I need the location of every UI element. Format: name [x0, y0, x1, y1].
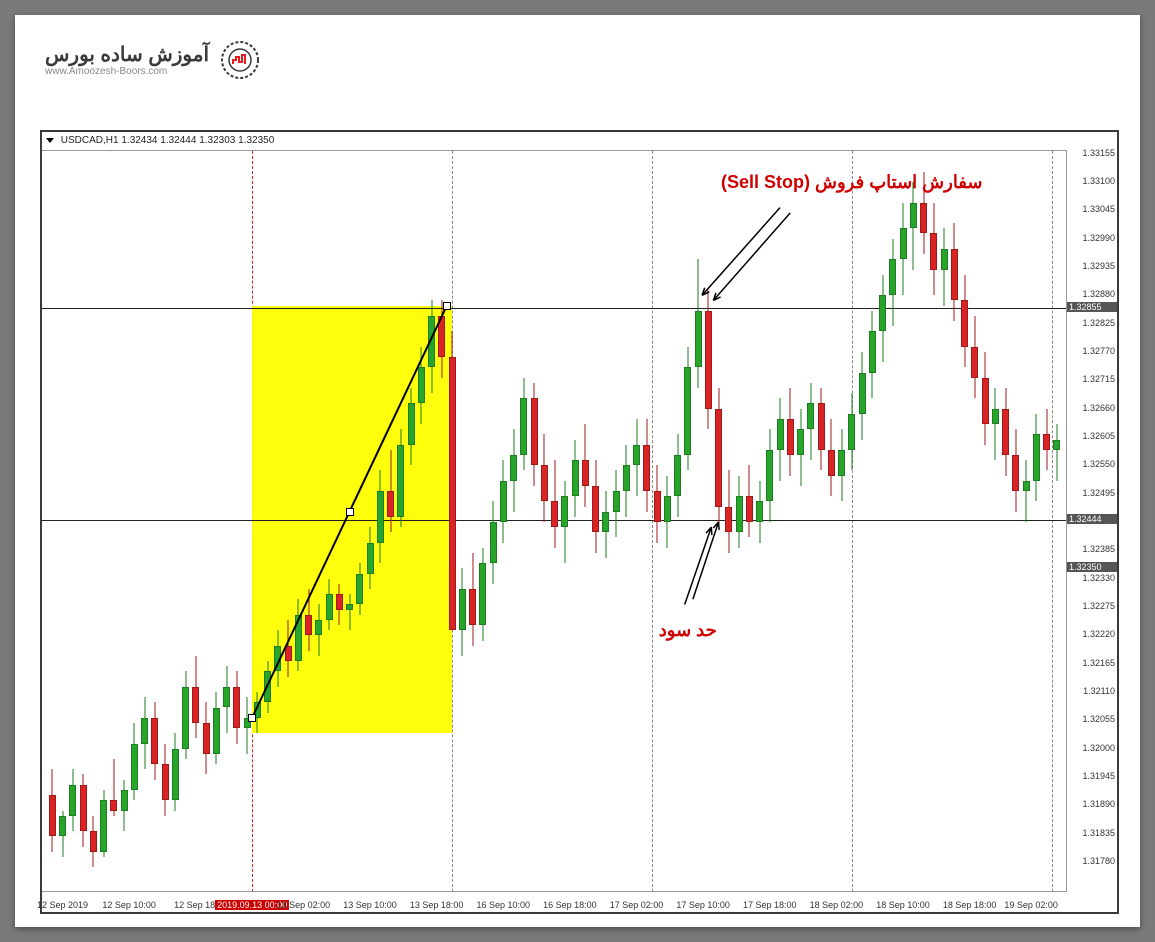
x-tick: 19 Sep 02:00 [1004, 900, 1058, 910]
y-tick: 1.32880 [1082, 289, 1115, 299]
annotation-arrow [42, 151, 1067, 893]
logo: آموزش ساده بورس www.Amoozesh-Boors.com [45, 37, 263, 83]
x-tick: 12 Sep 2019 [37, 900, 88, 910]
plot-area[interactable]: سفارش استاپ فروش (Sell Stop)حد سود [42, 150, 1067, 892]
x-tick: 13 Sep 02:00 [277, 900, 331, 910]
y-tick: 1.32275 [1082, 601, 1115, 611]
x-tick: 17 Sep 10:00 [676, 900, 730, 910]
y-tick: 1.32330 [1082, 573, 1115, 583]
price-tag: 1.32855 [1067, 302, 1117, 312]
x-tick: 16 Sep 10:00 [476, 900, 530, 910]
y-tick: 1.32660 [1082, 403, 1115, 413]
x-tick: 17 Sep 02:00 [610, 900, 664, 910]
x-tick: 16 Sep 18:00 [543, 900, 597, 910]
dropdown-triangle-icon[interactable] [46, 138, 54, 143]
y-tick: 1.32110 [1083, 686, 1115, 696]
instrument-title: USDCAD,H1 1.32434 1.32444 1.32303 1.3235… [42, 132, 1117, 150]
logo-title: آموزش ساده بورس [45, 44, 209, 66]
y-tick: 1.31890 [1082, 799, 1115, 809]
globe-chart-icon [217, 37, 263, 83]
chart-container[interactable]: USDCAD,H1 1.32434 1.32444 1.32303 1.3235… [40, 130, 1119, 914]
x-tick: 13 Sep 10:00 [343, 900, 397, 910]
x-tick: 18 Sep 18:00 [943, 900, 997, 910]
y-tick: 1.32715 [1082, 374, 1115, 384]
instrument-label: USDCAD,H1 1.32434 1.32444 1.32303 1.3235… [61, 135, 275, 146]
x-tick: 13 Sep 18:00 [410, 900, 464, 910]
y-tick: 1.31945 [1082, 771, 1115, 781]
y-tick: 1.32605 [1082, 431, 1115, 441]
y-tick: 1.32770 [1082, 346, 1115, 356]
y-tick: 1.31835 [1082, 828, 1115, 838]
x-tick: 17 Sep 18:00 [743, 900, 797, 910]
y-tick: 1.32550 [1082, 459, 1115, 469]
y-tick: 1.32220 [1082, 629, 1115, 639]
y-tick: 1.33155 [1082, 148, 1115, 158]
y-tick: 1.33045 [1082, 204, 1115, 214]
y-tick: 1.32495 [1082, 488, 1115, 498]
x-tick: 12 Sep 10:00 [102, 900, 156, 910]
x-tick: 18 Sep 10:00 [876, 900, 930, 910]
card: آموزش ساده بورس www.Amoozesh-Boors.com U… [15, 15, 1140, 927]
y-tick: 1.32385 [1082, 544, 1115, 554]
y-tick: 1.32055 [1082, 714, 1115, 724]
logo-subtitle: www.Amoozesh-Boors.com [45, 66, 167, 77]
y-tick: 1.31780 [1082, 856, 1115, 866]
y-tick: 1.32825 [1082, 318, 1115, 328]
price-tag: 1.32444 [1067, 514, 1117, 524]
y-tick: 1.33100 [1082, 176, 1115, 186]
y-tick: 1.32990 [1082, 233, 1115, 243]
x-tick: 18 Sep 02:00 [810, 900, 864, 910]
y-tick: 1.32165 [1082, 658, 1115, 668]
y-axis: 1.33155 1.33100 1.33045 1.32990 1.32935 1.328… [1067, 150, 1117, 892]
x-axis: 12 Sep 201912 Sep 10:0012 Sep 18:002019.… [42, 891, 1067, 912]
price-tag: 1.32350 [1067, 562, 1117, 572]
y-tick: 1.32935 [1082, 261, 1115, 271]
y-tick: 1.32000 [1082, 743, 1115, 753]
